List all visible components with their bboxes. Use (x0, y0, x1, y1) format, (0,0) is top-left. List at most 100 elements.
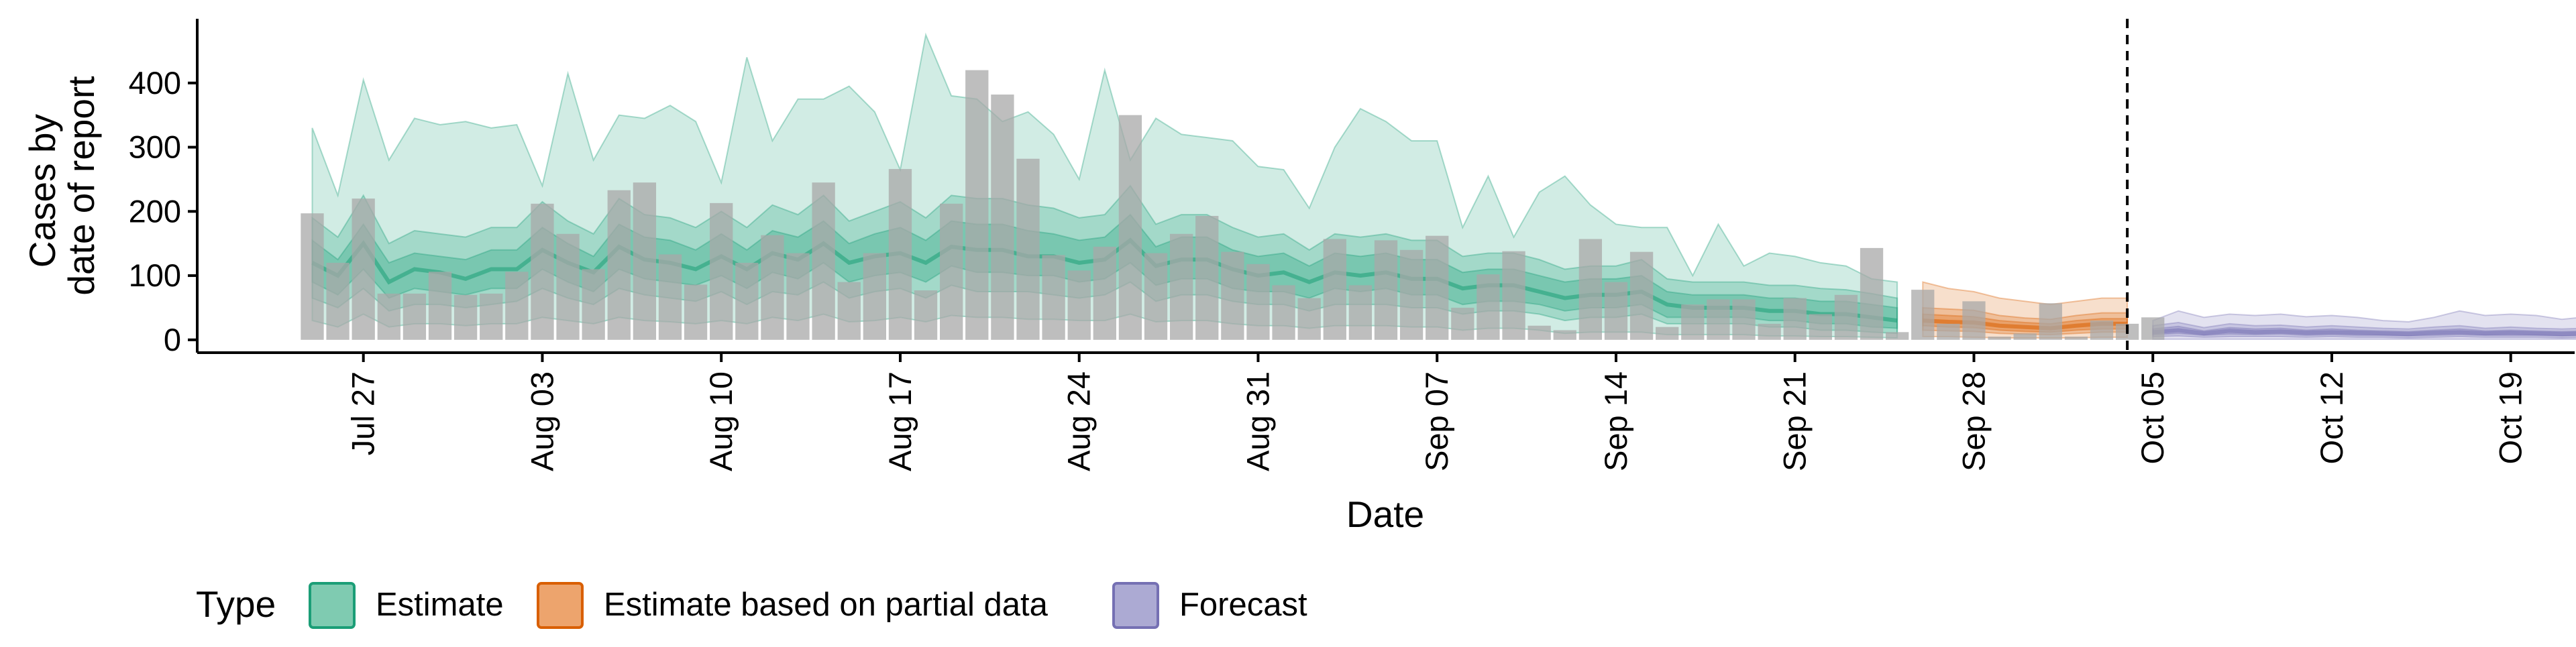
x-tick-label: Jul 27 (345, 371, 381, 455)
case-bar (1246, 263, 1270, 340)
case-bar (1477, 274, 1500, 340)
case-bar (1962, 301, 1986, 340)
x-tick-label: Sep 14 (1598, 371, 1633, 471)
case-bar (1527, 325, 1551, 340)
case-bar (1067, 270, 1091, 340)
x-tick-label: Oct 05 (2135, 371, 2170, 464)
case-bar (453, 294, 478, 340)
x-tick-label: Aug 24 (1061, 371, 1097, 471)
case-bar (1451, 307, 1474, 340)
case-bar (428, 272, 452, 340)
case-bar (1578, 239, 1603, 340)
legend: Type Estimate Estimate based on partial … (196, 582, 1307, 629)
case-bar (1144, 253, 1168, 340)
case-bar (505, 272, 529, 340)
case-bar (2039, 303, 2062, 340)
case-bar (940, 203, 963, 340)
case-bar (1553, 330, 1576, 340)
case-bar (1426, 235, 1449, 340)
forecast-median-line (2153, 328, 2576, 337)
case-bar (2141, 317, 2165, 340)
case-bar (2013, 333, 2037, 340)
legend-key-estimate (309, 582, 356, 629)
case-bar (761, 235, 784, 340)
case-bar (2090, 320, 2114, 340)
case-bar (377, 293, 400, 340)
case-bar (352, 198, 375, 340)
x-tick-label: Sep 21 (1777, 371, 1813, 471)
legend-label-forecast: Forecast (1179, 587, 1307, 623)
case-bar (1860, 247, 1884, 340)
x-tick-label: Sep 07 (1419, 371, 1454, 471)
y-axis-title-line-2: date of report (60, 76, 102, 295)
case-bar (1707, 299, 1730, 340)
case-bar (301, 213, 324, 340)
y-tick-label: 0 (164, 322, 181, 357)
x-tick-label: Aug 03 (524, 371, 559, 471)
case-bar (607, 190, 631, 340)
case-bar (1656, 327, 1679, 340)
case-bar (1911, 290, 1935, 340)
case-bar (1629, 251, 1654, 340)
x-tick-label: Sep 28 (1955, 371, 1991, 471)
legend-title: Type (196, 583, 276, 625)
case-bar (1323, 239, 1346, 340)
case-bar (1681, 304, 1705, 340)
case-bar (531, 203, 554, 340)
case-bar (735, 262, 759, 340)
case-bar (1937, 323, 1960, 340)
x-axis-title: Date (1346, 493, 1424, 535)
case-bar (1834, 294, 1858, 340)
axes (196, 19, 2575, 354)
legend-key-partial (537, 582, 584, 629)
case-bar (556, 233, 580, 340)
case-bar (1374, 240, 1398, 340)
y-tick-label: 200 (129, 193, 181, 229)
case-bar (1118, 115, 1142, 340)
case-bar (582, 269, 605, 340)
case-bar (1809, 314, 1832, 340)
case-bar (837, 282, 861, 340)
case-bar (1886, 332, 1909, 340)
case-bar (684, 284, 708, 340)
y-axis-title-line-1: Cases by (21, 114, 63, 268)
case-bar (786, 253, 810, 340)
case-bar (812, 182, 835, 340)
case-bar (1348, 285, 1373, 340)
y-tick-label: 100 (129, 257, 181, 293)
case-bar (2064, 337, 2088, 340)
case-bar (1783, 298, 1807, 340)
case-bar (480, 293, 503, 340)
case-bar (965, 70, 989, 340)
case-bar (1988, 337, 2011, 340)
reported-case-bars (301, 70, 2165, 340)
case-bar (1195, 216, 1219, 340)
case-bar (1758, 323, 1781, 340)
x-tick-label: Oct 12 (2314, 371, 2349, 464)
case-bar (1221, 251, 1244, 340)
y-tick-label: 300 (129, 129, 181, 165)
case-bar (710, 202, 733, 340)
case-bar (914, 290, 938, 340)
legend-key-forecast (1112, 582, 1159, 629)
legend-label-partial: Estimate based on partial data (604, 587, 1049, 623)
x-tick-label: Aug 31 (1240, 371, 1275, 471)
y-axis-title: Cases by date of report (21, 76, 102, 295)
case-bar (402, 293, 427, 340)
case-bar (1042, 255, 1065, 340)
case-bar (658, 254, 682, 340)
case-bar (1093, 246, 1116, 340)
case-bar (1016, 158, 1040, 340)
case-bar (863, 253, 886, 340)
y-tick-label: 400 (129, 65, 181, 101)
x-tick-label: Aug 10 (703, 371, 739, 471)
case-bar (326, 262, 350, 340)
x-ticks: Jul 27 Aug 03 Aug 10 Aug 17 Aug 24 Aug 31 Sep … (345, 353, 2528, 471)
case-bar (1732, 299, 1756, 340)
case-bar (1502, 251, 1525, 340)
case-bar (888, 169, 912, 340)
case-bar (633, 182, 657, 340)
case-bar (1297, 298, 1321, 340)
